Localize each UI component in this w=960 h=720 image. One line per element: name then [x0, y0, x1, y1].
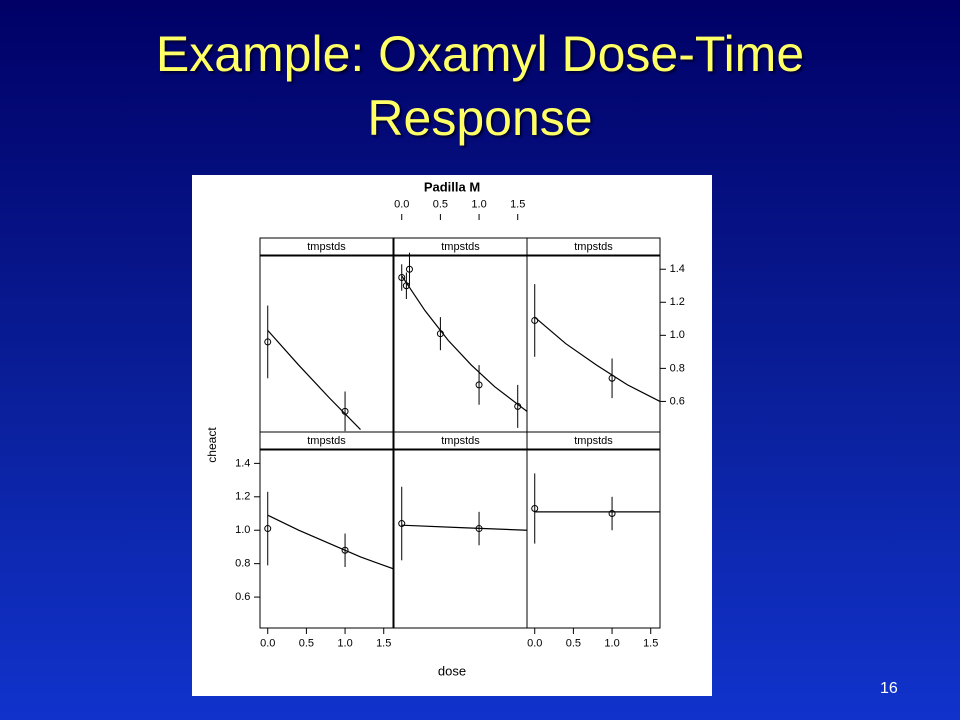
x-tick-label: 0.0 — [394, 198, 409, 210]
panel-frame — [259, 255, 394, 433]
strip-label: tmpstds — [574, 435, 613, 447]
strip-label: tmpstds — [441, 435, 480, 447]
y-tick-label: 1.2 — [670, 296, 685, 308]
x-tick-label: 0.5 — [433, 198, 448, 210]
x-tick-label: 1.0 — [337, 638, 352, 650]
strip-label: tmpstds — [307, 241, 346, 253]
y-tick-label: 1.4 — [670, 263, 685, 275]
y-tick-label: 1.4 — [235, 457, 250, 469]
x-tick-label: 0.0 — [527, 638, 542, 650]
x-tick-label: 1.5 — [376, 638, 391, 650]
panel-frame — [526, 255, 661, 433]
x-tick-label: 0.5 — [299, 638, 314, 650]
point — [398, 273, 406, 281]
chart-title: Padilla M — [424, 179, 480, 194]
point — [514, 402, 522, 410]
fit-curve — [267, 514, 393, 570]
page-number: 16 — [880, 680, 898, 697]
point — [264, 525, 272, 533]
point — [398, 520, 406, 528]
strip-label: tmpstds — [441, 241, 480, 253]
y-tick-label: 1.0 — [670, 329, 685, 341]
y-tick-label: 0.8 — [670, 362, 685, 374]
point — [341, 546, 349, 554]
fit-curve — [534, 316, 660, 402]
x-tick-label: 1.5 — [643, 638, 658, 650]
panel-frame — [393, 449, 528, 629]
strip-label: tmpstds — [574, 241, 613, 253]
x-tick-label: 1.0 — [471, 198, 486, 210]
x-tick-label: 0.5 — [566, 638, 581, 650]
point — [475, 381, 483, 389]
point — [608, 510, 616, 518]
x-tick-label: 0.0 — [260, 638, 275, 650]
fit-curve — [401, 524, 527, 531]
x-tick-label: 1.0 — [604, 638, 619, 650]
panel-frame — [526, 449, 661, 629]
panel-frame — [259, 449, 394, 629]
panel-frame — [393, 255, 528, 433]
point — [436, 330, 444, 338]
chart: Padilla M dose cheact tmpstds 0.0 0.5 1.0 1.… — [192, 175, 712, 696]
strip-label: tmpstds — [307, 435, 346, 447]
fit-curve — [267, 329, 361, 430]
y-tick-label: 1.0 — [235, 524, 250, 536]
point — [341, 407, 349, 415]
y-tick-label: 0.8 — [235, 558, 250, 570]
slide-title: Example: Oxamyl Dose-Time Response — [155, 26, 805, 146]
y-axis-label: cheact — [205, 427, 219, 463]
strip — [259, 237, 394, 256]
point — [264, 338, 272, 346]
x-axis-label: dose — [438, 663, 466, 678]
point — [531, 316, 539, 324]
x-tick-label: 1.5 — [510, 198, 525, 210]
fit-curve — [401, 275, 527, 412]
y-tick-label: 0.6 — [235, 591, 250, 603]
strip — [526, 237, 661, 256]
point — [531, 504, 539, 512]
point — [405, 265, 413, 273]
y-tick-label: 0.6 — [670, 395, 685, 407]
point — [608, 374, 616, 382]
point — [475, 525, 483, 533]
y-tick-label: 1.2 — [235, 491, 250, 503]
